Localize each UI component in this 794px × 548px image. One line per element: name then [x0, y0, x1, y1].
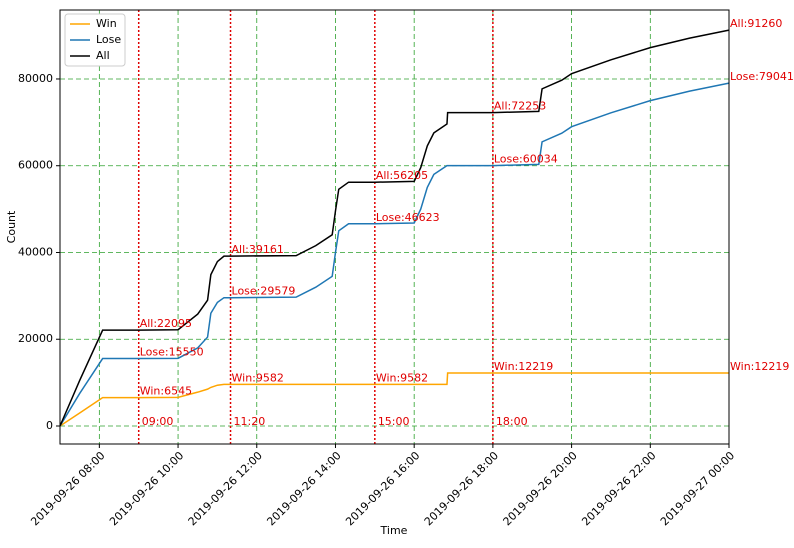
legend-box — [64, 13, 126, 67]
plot-frame — [59, 9, 730, 445]
series-line — [59, 372, 729, 427]
annotation: Lose:60034 — [494, 153, 558, 166]
annotation: Win:6545 — [140, 385, 192, 398]
marker-label: 18:00 — [496, 415, 528, 428]
annotation: Win:9582 — [232, 371, 284, 384]
x-tick-label: 2019-09-27 00:00 — [658, 449, 737, 528]
x-tick-label: 2019-09-26 12:00 — [186, 449, 265, 528]
x-axis-label: Time — [380, 524, 408, 537]
series-line — [59, 29, 730, 427]
legend-label: Lose — [96, 33, 121, 46]
annotation: All:39161 — [232, 243, 284, 256]
series-line — [59, 82, 730, 427]
x-tick-label: 2019-09-26 20:00 — [501, 449, 580, 528]
y-axis-label: Count — [5, 210, 18, 243]
legend-label: All — [96, 49, 110, 62]
y-tick-label: 60000 — [18, 159, 53, 172]
x-tick-label: 2019-09-26 08:00 — [28, 449, 107, 528]
annotation: All:22095 — [140, 317, 192, 330]
x-tick-label: 2019-09-26 10:00 — [107, 449, 186, 528]
y-tick-label: 0 — [46, 419, 53, 432]
marker-label: 11:20 — [234, 415, 266, 428]
x-tick-label: 2019-09-26 14:00 — [264, 449, 343, 528]
y-tick-label: 20000 — [18, 332, 53, 345]
marker-label: 09:00 — [142, 415, 174, 428]
x-tick-label: 2019-09-26 18:00 — [422, 449, 501, 528]
annotation: All:56205 — [376, 169, 428, 182]
legend-label: Win — [96, 17, 117, 30]
y-tick-label: 80000 — [18, 72, 53, 85]
annotation: Win:9582 — [376, 371, 428, 384]
annotation: Win:12219 — [494, 360, 553, 373]
annotation: Lose:29579 — [232, 285, 296, 298]
marker-label: 15:00 — [378, 415, 410, 428]
x-tick-label: 2019-09-26 22:00 — [579, 449, 658, 528]
annotation: Lose:79041 — [730, 70, 794, 83]
x-tick-label: 2019-09-26 16:00 — [343, 449, 422, 528]
annotation: All:91260 — [730, 17, 782, 30]
annotation: All:72253 — [494, 100, 546, 113]
annotation: Lose:46623 — [376, 211, 440, 224]
legend: Win Lose All — [64, 13, 126, 67]
annotation: Lose:15550 — [140, 346, 204, 359]
y-tick-label: 40000 — [18, 245, 53, 258]
annotation: Win:12219 — [730, 360, 789, 373]
